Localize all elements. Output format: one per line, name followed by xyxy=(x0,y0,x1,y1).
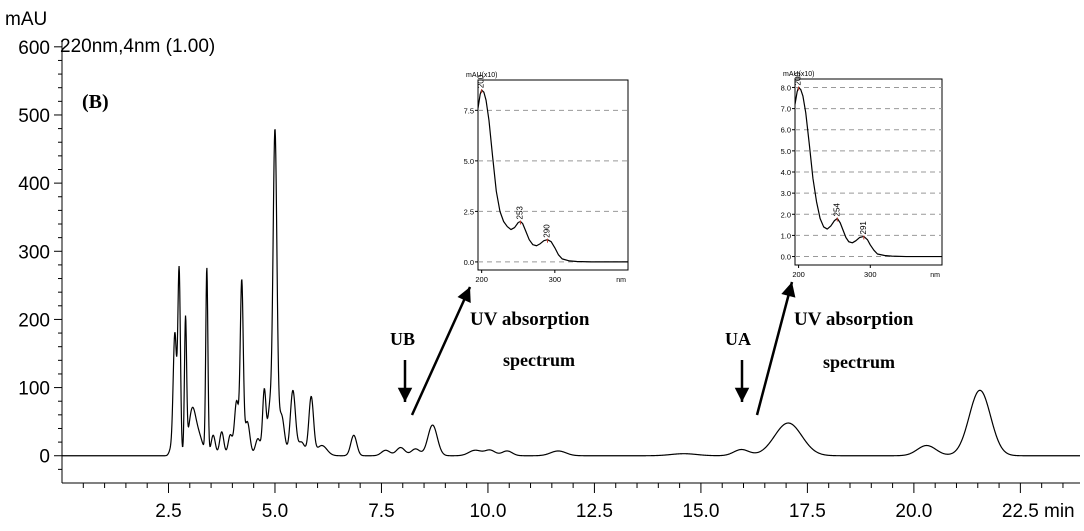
inset-y-tick-label: 6.0 xyxy=(781,126,791,135)
inset-caption-ua-line2: spectrum xyxy=(823,352,895,372)
inset-caption-ua-line1: UV absorption xyxy=(794,309,914,330)
y-tick-label: 0 xyxy=(39,447,50,468)
inset-peak-annotation: 291 xyxy=(859,221,868,235)
inset-y-tick-label: 4.0 xyxy=(781,168,791,177)
inset-caption-ub-line1: UV absorption xyxy=(470,309,590,330)
inset-y-tick-label: 2.0 xyxy=(781,210,791,219)
inset-y-unit: mAU(x10) xyxy=(466,72,498,79)
ub-diagonal-arrow-shaft xyxy=(410,286,472,416)
inset-x-unit: nm xyxy=(930,272,940,279)
x-tick-label: 22.5 xyxy=(1002,501,1039,522)
main-trace-group xyxy=(62,129,1080,457)
inset-y-tick-label: 7.5 xyxy=(464,106,474,115)
inset-y-tick-label: 3.0 xyxy=(781,189,791,198)
inset-y-tick-label: 5.0 xyxy=(464,157,474,166)
inset-y-tick-label: 0.0 xyxy=(464,258,474,267)
x-tick-label: 5.0 xyxy=(262,501,288,522)
x-unit-label: min xyxy=(1044,501,1075,522)
inset-y-tick-label: 8.0 xyxy=(781,83,791,92)
inset-y-tick-label: 7.0 xyxy=(781,105,791,114)
x-tick-label: 17.5 xyxy=(789,501,826,522)
inset-caption-ub-line2: spectrum xyxy=(503,350,575,370)
panel-label: (B) xyxy=(82,91,109,113)
inset-y-tick-label: 0.0 xyxy=(781,253,791,262)
inset-y-tick-label: 2.5 xyxy=(464,207,474,216)
inset-peak-annotation: 253 xyxy=(515,206,524,220)
inset-y-unit: mAU(x10) xyxy=(783,71,815,78)
inset-x-tick-label: 200 xyxy=(475,275,488,284)
annotations: (B) 220nm,4nm (1.00) mAU min UB UA UV ab… xyxy=(5,9,1075,522)
inset-peak-annotation: 200 xyxy=(794,72,803,86)
y-tick-label: 100 xyxy=(18,379,50,400)
y-tick-label: 500 xyxy=(18,106,50,127)
inset-peak-annotation: 254 xyxy=(832,203,841,217)
x-tick-label: 10.0 xyxy=(469,501,506,522)
inset-y-tick-label: 5.0 xyxy=(781,147,791,156)
inset-x-unit: nm xyxy=(616,277,626,284)
inset-spectrum-curve xyxy=(794,86,942,258)
x-tick-label: 7.5 xyxy=(368,501,394,522)
inset-y-tick-label: 1.0 xyxy=(781,231,791,240)
y-tick-label: 600 xyxy=(18,38,50,59)
y-unit-label: mAU xyxy=(5,9,47,30)
channel-label: 220nm,4nm (1.00) xyxy=(60,36,215,57)
ub-down-arrow-head xyxy=(397,387,413,402)
inset-x-tick-label: 200 xyxy=(792,270,805,279)
ub-diagonal-arrow-head xyxy=(457,287,471,303)
arrows xyxy=(397,281,796,416)
x-tick-label: 2.5 xyxy=(155,501,181,522)
inset-x-tick-label: 300 xyxy=(864,270,877,279)
ua-down-arrow-head xyxy=(734,387,750,402)
chromatogram-trace xyxy=(62,129,1080,457)
y-tick-label: 200 xyxy=(18,310,50,331)
inset-spectrum-curve xyxy=(477,89,628,263)
x-tick-label: 12.5 xyxy=(576,501,613,522)
inset-x-tick-label: 300 xyxy=(549,275,562,284)
y-tick-label: 400 xyxy=(18,174,50,195)
main-axes: 0 100 200 300 400 500 600 2.5 5.0 7.5 10.0 12.5 15.0… xyxy=(18,38,1080,522)
y-tick-label: 300 xyxy=(18,242,50,263)
ua-diagonal-arrow-head xyxy=(781,282,796,298)
x-tick-label: 20.0 xyxy=(895,501,932,522)
peak-label-ub: UB xyxy=(390,329,415,349)
inset-peak-annotation: 290 xyxy=(543,224,552,238)
inset-frame xyxy=(477,79,629,271)
peak-label-ua: UA xyxy=(725,329,751,349)
ua-diagonal-arrow-shaft xyxy=(755,281,794,416)
inset-peak-annotation: 200 xyxy=(477,74,486,88)
x-tick-label: 15.0 xyxy=(682,501,719,522)
